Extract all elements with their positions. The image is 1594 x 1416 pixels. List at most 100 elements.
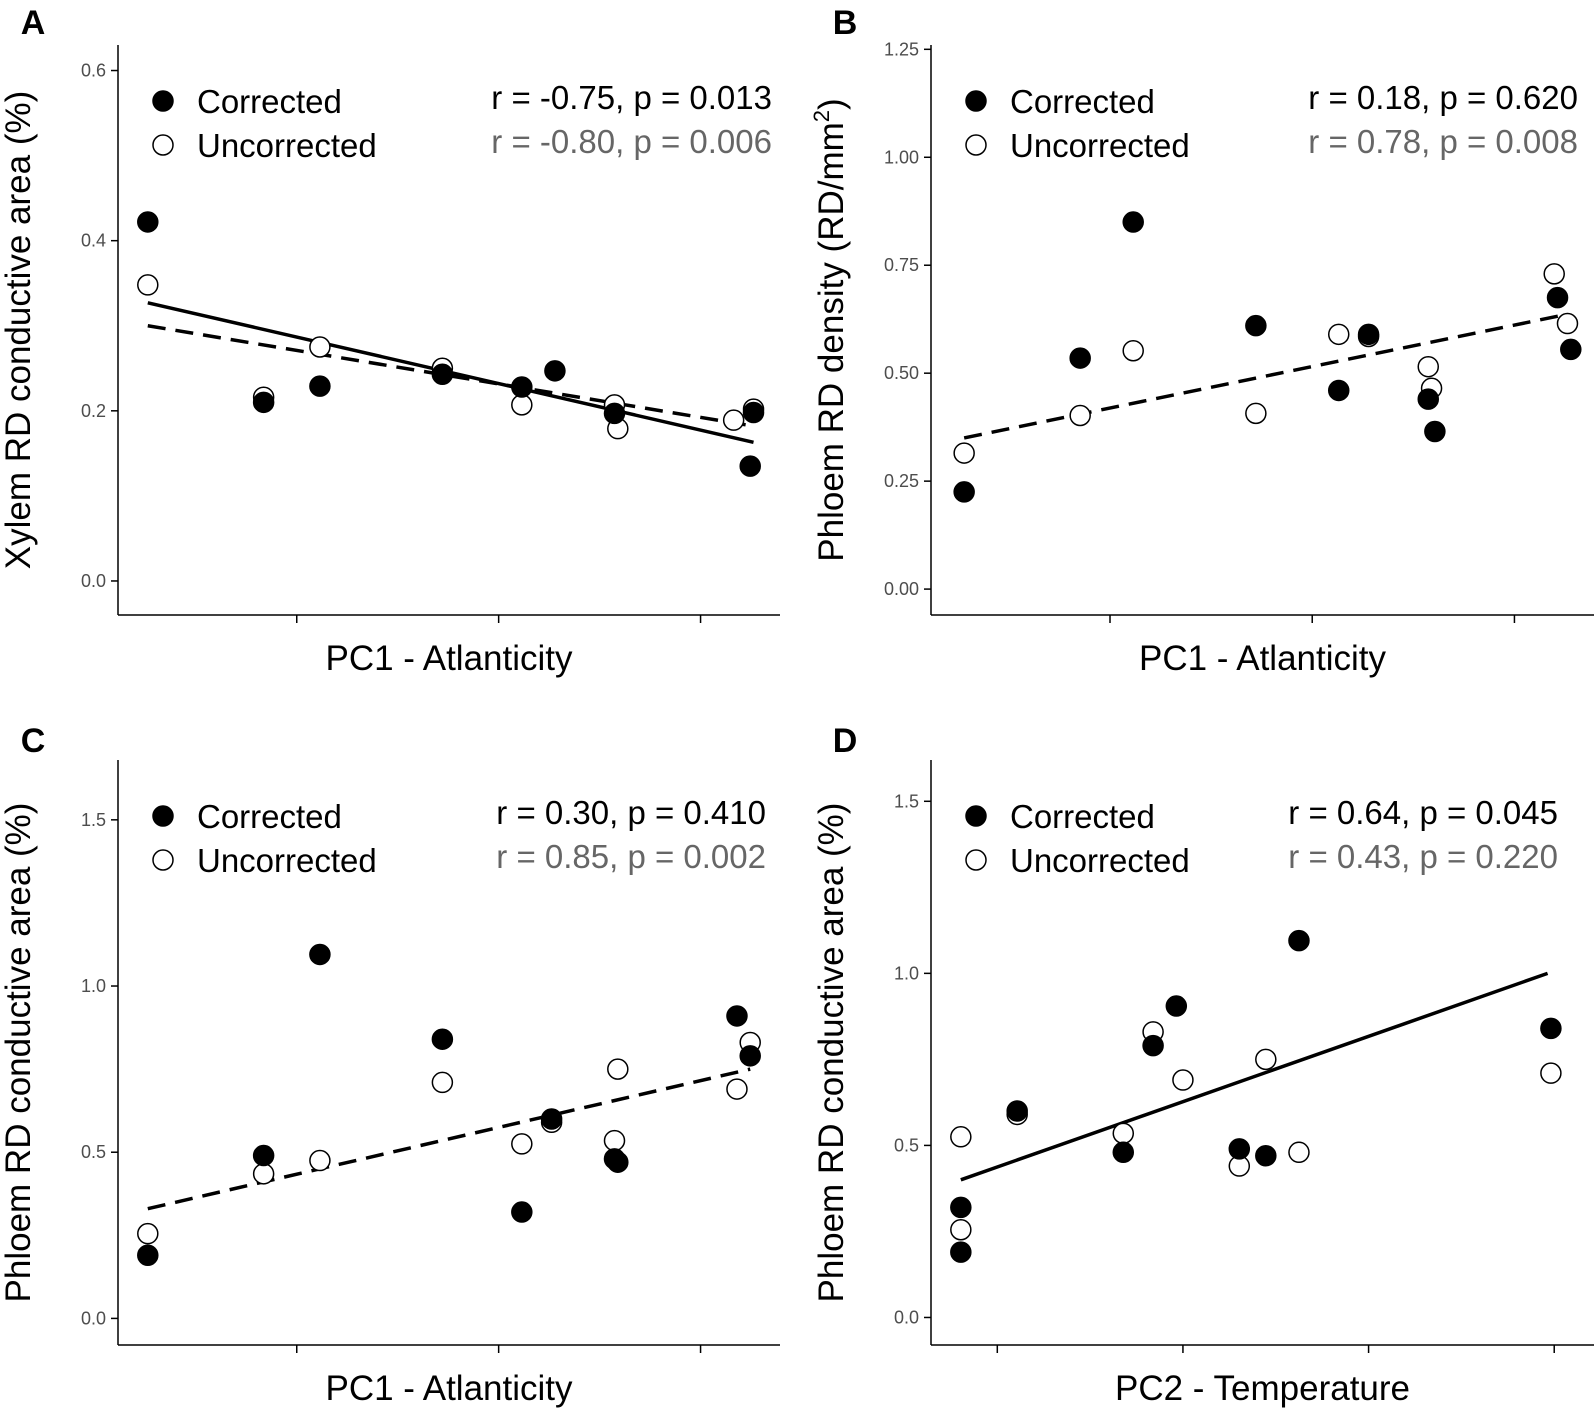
y-tick-label: 1.0 xyxy=(894,963,919,983)
fit-line-uncorrected xyxy=(147,324,754,428)
y-tick-label: 1.0 xyxy=(81,976,106,996)
panel-letter: C xyxy=(21,722,46,760)
point-uncorrected xyxy=(309,1149,331,1172)
point-uncorrected xyxy=(431,1071,454,1094)
y-tick-label: 1.25 xyxy=(884,39,919,59)
point-uncorrected xyxy=(137,274,159,296)
stats-corrected: r = 0.18, p = 0.620 xyxy=(1308,79,1578,116)
y-tick-label: 1.5 xyxy=(894,791,919,811)
panel-a: A 0.0 0.2 0.4 0.6 PC1 - Atlanticity Xylem RD c… xyxy=(0,4,780,678)
point-uncorrected xyxy=(607,1058,629,1080)
panel-letter: D xyxy=(833,722,858,760)
point-uncorrected xyxy=(1543,263,1565,285)
legend-uncorrected-marker xyxy=(152,134,174,156)
point-corrected xyxy=(739,455,761,477)
fit-line-corrected xyxy=(960,971,1549,1182)
panel-c: C 0.0 0.5 1.0 1.5 PC1 - Atlanticity Phloem RD … xyxy=(0,722,780,1408)
legend-uncorrected-label: Uncorrected xyxy=(197,842,377,879)
stats-corrected: r = 0.30, p = 0.410 xyxy=(496,794,766,831)
y-tick-label: 0.25 xyxy=(884,471,919,491)
point-uncorrected xyxy=(1556,312,1579,335)
point-corrected xyxy=(1165,995,1188,1017)
legend-uncorrected-label: Uncorrected xyxy=(197,127,377,164)
legend-corrected-label: Corrected xyxy=(197,83,342,120)
point-uncorrected xyxy=(722,409,745,431)
y-tick-label: 0.5 xyxy=(81,1142,106,1162)
point-corrected xyxy=(137,1244,159,1267)
stats-uncorrected: r = 0.78, p = 0.008 xyxy=(1308,123,1578,160)
point-corrected xyxy=(1424,420,1446,443)
y-axis-label: Xylem RD conductive area (%) xyxy=(0,91,38,570)
y-axis-label-main: Phloem RD conductive area (%) xyxy=(0,803,38,1303)
point-corrected xyxy=(544,360,566,382)
point-corrected xyxy=(953,481,975,503)
point-corrected xyxy=(252,391,275,414)
point-uncorrected xyxy=(1172,1069,1194,1091)
y-tick-label: 0.0 xyxy=(81,1308,106,1328)
point-corrected xyxy=(1228,1138,1251,1160)
panel-letter: A xyxy=(21,4,46,42)
panel-letter: B xyxy=(833,4,858,42)
y-tick-label: 0.75 xyxy=(884,255,919,275)
point-uncorrected xyxy=(1417,355,1439,378)
point-corrected xyxy=(739,1045,761,1067)
y-axis-label-tail: ) xyxy=(812,98,851,110)
point-corrected xyxy=(1327,379,1350,402)
y-axis-label-main: Phloem RD density (RD/mm xyxy=(812,122,851,562)
legend-corrected-marker xyxy=(965,805,987,827)
point-corrected xyxy=(1245,314,1267,337)
point-corrected xyxy=(1112,1141,1135,1164)
legend-uncorrected-marker xyxy=(152,849,174,871)
legend-uncorrected-label: Uncorrected xyxy=(1010,842,1190,879)
point-uncorrected xyxy=(950,1218,972,1241)
y-axis-label-superscript: 2 xyxy=(809,110,834,122)
point-corrected xyxy=(1560,338,1582,361)
y-tick-label: 0.6 xyxy=(81,61,106,81)
point-uncorrected xyxy=(1122,339,1144,362)
point-uncorrected xyxy=(137,1222,159,1245)
point-uncorrected xyxy=(309,336,331,358)
point-uncorrected xyxy=(1540,1062,1562,1084)
point-uncorrected xyxy=(1327,323,1350,346)
y-axis-label: Phloem RD density (RD/mm2) xyxy=(809,98,851,561)
point-corrected xyxy=(309,943,331,966)
stats-uncorrected: r = -0.80, p = 0.006 xyxy=(491,123,772,160)
point-corrected xyxy=(252,1144,275,1167)
point-corrected xyxy=(1142,1034,1164,1057)
y-tick-label: 1.00 xyxy=(884,147,919,167)
fit-line-uncorrected xyxy=(147,1067,751,1211)
legend-corrected-label: Corrected xyxy=(1010,798,1155,835)
legend-corrected-marker xyxy=(152,90,174,112)
y-tick-label: 0.2 xyxy=(81,401,106,421)
x-axis-label: PC1 - Atlanticity xyxy=(325,639,573,678)
panel-b: B 0.00 0.25 0.50 0.75 1.00 1.25 PC1 - Atlantici… xyxy=(809,4,1594,678)
y-tick-label: 0.4 xyxy=(81,231,106,251)
stats-corrected: r = -0.75, p = 0.013 xyxy=(491,79,772,116)
point-corrected xyxy=(1417,388,1439,410)
point-uncorrected xyxy=(1288,1141,1310,1164)
point-corrected xyxy=(309,375,331,397)
point-corrected xyxy=(950,1196,972,1219)
legend-corrected-marker xyxy=(152,805,174,827)
legend-uncorrected-marker xyxy=(965,134,987,156)
point-corrected xyxy=(1006,1100,1028,1122)
point-corrected xyxy=(607,1151,629,1173)
legend-corrected-label: Corrected xyxy=(197,798,342,835)
y-axis-label-main: Phloem RD conductive area (%) xyxy=(812,803,851,1303)
point-uncorrected xyxy=(252,1163,275,1185)
point-corrected xyxy=(1288,929,1310,952)
point-corrected xyxy=(742,401,765,424)
legend-uncorrected-label: Uncorrected xyxy=(1010,127,1190,164)
point-corrected xyxy=(1069,347,1091,369)
x-axis-label: PC1 - Atlanticity xyxy=(1139,639,1387,678)
panel-d: D 0.0 0.5 1.0 1.5 PC2 - Temperature Phloem RD … xyxy=(812,722,1594,1408)
point-corrected xyxy=(137,211,159,233)
y-axis-label-main: Xylem RD conductive area (%) xyxy=(0,91,38,570)
y-tick-label: 0.50 xyxy=(884,363,919,383)
point-corrected xyxy=(1255,1144,1277,1167)
point-corrected xyxy=(431,363,454,385)
legend-corrected-label: Corrected xyxy=(1010,83,1155,120)
y-tick-label: 0.00 xyxy=(884,579,919,599)
y-tick-label: 0.0 xyxy=(81,571,106,591)
